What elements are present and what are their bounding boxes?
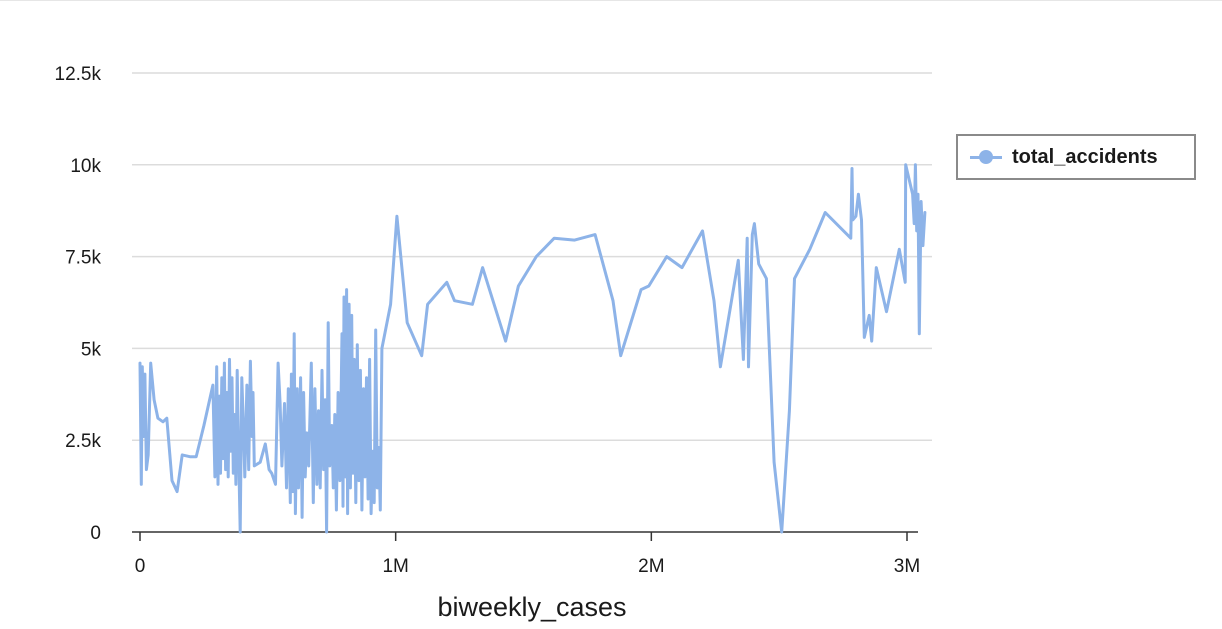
x-tick-label: 3M: [894, 556, 920, 577]
gridlines: [132, 72, 932, 441]
y-tick-label: 2.5k: [65, 431, 101, 452]
axes: [132, 531, 918, 541]
legend-label-total-accidents: total_accidents: [1012, 145, 1158, 168]
x-axis-title: biweekly_cases: [437, 592, 626, 622]
y-tick-label: 7.5k: [65, 248, 101, 269]
y-tick-label: 5k: [81, 339, 102, 360]
y-tick-label: 10k: [70, 156, 101, 177]
tick-labels: 0 2.5k 5k 7.5k 10k 12.5k 0 1M 2M 3M: [55, 64, 921, 577]
y-tick-label: 0: [90, 523, 101, 544]
series-line-total-accidents[interactable]: [138, 163, 927, 534]
x-tick-label: 2M: [638, 556, 664, 577]
x-tick-label: 0: [135, 556, 146, 577]
y-tick-label: 12.5k: [55, 64, 102, 85]
x-tick-label: 1M: [382, 556, 408, 577]
legend[interactable]: total_accidents: [956, 134, 1196, 180]
legend-marker-icon: [970, 150, 1002, 164]
series-layer: [138, 163, 927, 534]
